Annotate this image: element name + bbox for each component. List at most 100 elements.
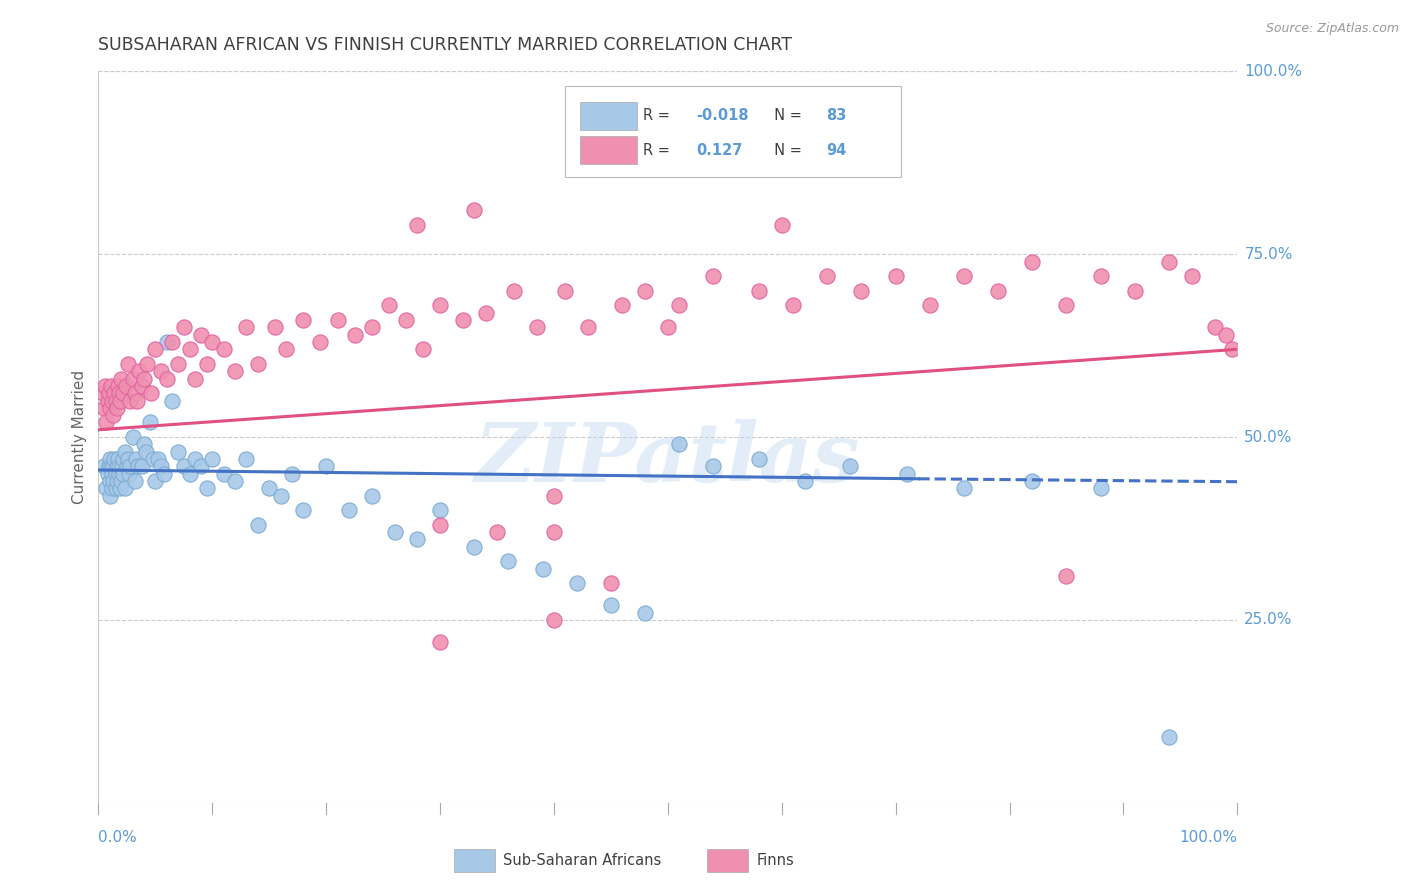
- Point: [138, 416, 160, 430]
- Point: [201, 452, 224, 467]
- Point: [378, 298, 401, 312]
- Point: [112, 386, 135, 401]
- Point: [793, 474, 815, 488]
- Point: [384, 525, 406, 540]
- Point: [114, 481, 136, 495]
- Point: [132, 371, 155, 385]
- Point: [150, 364, 173, 378]
- Text: Source: ZipAtlas.com: Source: ZipAtlas.com: [1265, 22, 1399, 36]
- Point: [162, 334, 184, 349]
- Point: [953, 481, 976, 495]
- Point: [292, 503, 315, 517]
- Point: [702, 269, 724, 284]
- Point: [246, 517, 269, 532]
- Point: [270, 489, 292, 503]
- Text: Finns: Finns: [756, 854, 794, 868]
- Point: [114, 379, 136, 393]
- Point: [93, 459, 115, 474]
- Point: [96, 467, 118, 481]
- Point: [153, 467, 176, 481]
- Text: N =: N =: [765, 143, 806, 158]
- Point: [1181, 269, 1204, 284]
- Point: [167, 357, 190, 371]
- Point: [118, 467, 141, 481]
- Point: [142, 452, 165, 467]
- Point: [98, 401, 121, 415]
- Point: [94, 379, 117, 393]
- Text: ZIPatlas: ZIPatlas: [475, 419, 860, 499]
- Point: [108, 386, 131, 401]
- Point: [125, 452, 148, 467]
- Point: [1021, 254, 1043, 268]
- Point: [503, 284, 526, 298]
- Point: [360, 320, 382, 334]
- Point: [543, 613, 565, 627]
- Point: [108, 481, 131, 495]
- Point: [107, 452, 129, 467]
- Point: [1054, 298, 1078, 312]
- Point: [224, 474, 246, 488]
- Point: [101, 467, 124, 481]
- Point: [124, 474, 146, 488]
- Point: [112, 467, 135, 481]
- Point: [101, 393, 124, 408]
- Point: [1021, 474, 1043, 488]
- Point: [326, 313, 349, 327]
- Text: 75.0%: 75.0%: [1244, 247, 1292, 261]
- Point: [429, 517, 451, 532]
- Point: [1157, 730, 1180, 744]
- FancyBboxPatch shape: [581, 136, 637, 164]
- Point: [212, 467, 235, 481]
- Point: [1090, 481, 1112, 495]
- Point: [131, 459, 153, 474]
- Point: [309, 334, 332, 349]
- Point: [131, 379, 153, 393]
- Point: [93, 401, 115, 415]
- Point: [117, 452, 139, 467]
- Point: [179, 467, 201, 481]
- Point: [103, 386, 125, 401]
- Point: [474, 306, 496, 320]
- Point: [851, 284, 873, 298]
- Point: [195, 357, 218, 371]
- Point: [281, 467, 304, 481]
- Point: [150, 459, 173, 474]
- Point: [139, 386, 162, 401]
- Point: [360, 489, 382, 503]
- Point: [173, 320, 195, 334]
- Point: [190, 327, 212, 342]
- Point: [115, 459, 138, 474]
- Point: [132, 437, 155, 451]
- Point: [634, 606, 657, 620]
- Point: [121, 371, 143, 385]
- Point: [1215, 327, 1237, 342]
- Point: [156, 334, 179, 349]
- Point: [117, 357, 139, 371]
- Point: [108, 459, 131, 474]
- Point: [815, 269, 838, 284]
- Point: [634, 284, 657, 298]
- Point: [668, 298, 690, 312]
- Point: [406, 218, 429, 232]
- Point: [839, 459, 862, 474]
- Point: [486, 525, 509, 540]
- Point: [259, 481, 281, 495]
- Point: [554, 284, 576, 298]
- Text: 83: 83: [827, 109, 846, 123]
- Point: [1204, 320, 1226, 334]
- Point: [429, 503, 451, 517]
- Point: [167, 444, 190, 458]
- Point: [179, 343, 201, 357]
- Point: [600, 576, 623, 591]
- Point: [184, 371, 207, 385]
- Point: [463, 203, 485, 218]
- Text: 25.0%: 25.0%: [1244, 613, 1292, 627]
- Point: [96, 416, 118, 430]
- Point: [770, 218, 793, 232]
- Point: [395, 313, 418, 327]
- Text: 100.0%: 100.0%: [1180, 830, 1237, 845]
- Point: [918, 298, 941, 312]
- Point: [184, 452, 207, 467]
- Text: 0.127: 0.127: [696, 143, 742, 158]
- Point: [107, 379, 129, 393]
